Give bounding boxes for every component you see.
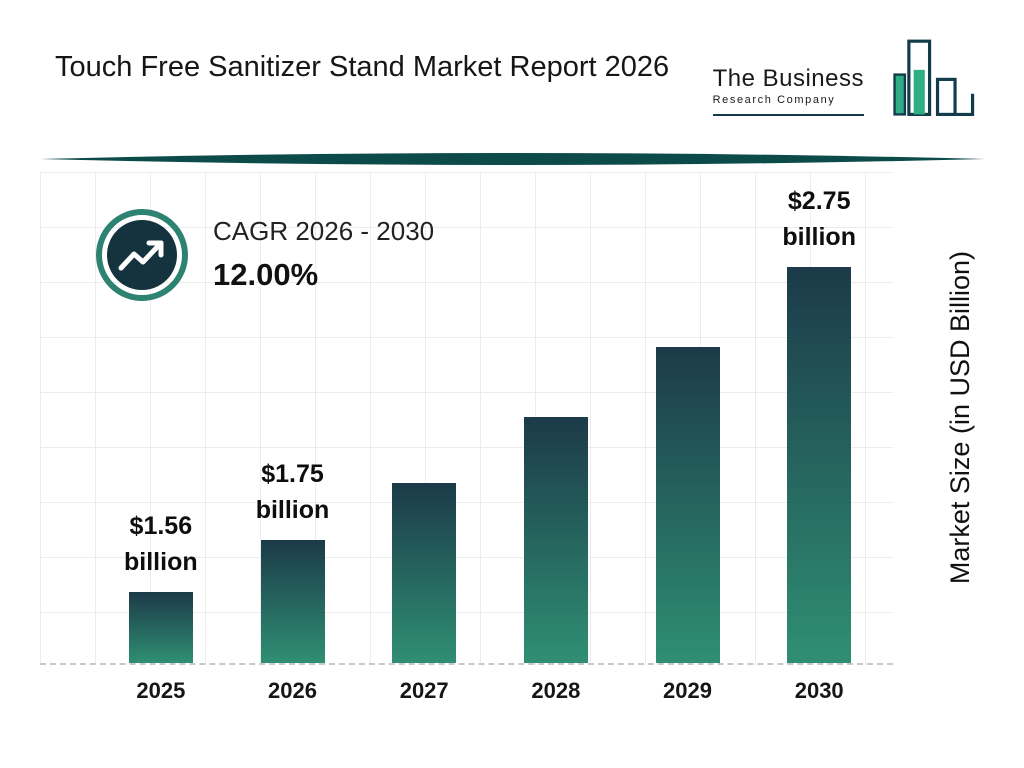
bars-area: $1.56 billion $1.75 billion $2.75 billion	[95, 172, 885, 663]
x-axis-labels: 2025 2026 2027 2028 2029 2030	[95, 678, 885, 704]
bar-value-label-2030: $2.75 billion	[782, 187, 856, 251]
bar-2028	[523, 417, 588, 663]
bar-chart-logo-icon	[893, 39, 975, 116]
company-logo: The Business Research Company	[712, 38, 976, 116]
cagr-texts: CAGR 2026 - 2030 12.00%	[213, 208, 434, 293]
bar-slot-2029	[622, 172, 754, 663]
trend-up-icon	[96, 209, 188, 301]
logo-line1: The Business	[712, 65, 864, 92]
bar-2030	[787, 267, 852, 663]
logo-line2: Research Company	[712, 94, 836, 106]
bar-slot-2030: $2.75 billion	[753, 172, 885, 663]
bar-2029	[655, 347, 720, 663]
bar-2026	[260, 540, 325, 663]
cagr-label: CAGR 2026 - 2030	[213, 216, 435, 246]
bar-slot-2027	[358, 172, 490, 663]
cagr-value: 12.00%	[213, 257, 319, 292]
x-tick-label-2027: 2027	[399, 678, 449, 703]
bar-slot-2026: $1.75 billion	[227, 172, 359, 663]
x-tick-label-2029: 2029	[663, 678, 712, 703]
divider-line	[40, 153, 985, 165]
bar-slot-2028	[490, 172, 622, 663]
x-tick-label-2025: 2025	[136, 678, 186, 703]
cagr-badge: CAGR 2026 - 2030 12.00%	[95, 208, 434, 302]
y-axis-title-wrap: Market Size (in USD Billion)	[945, 172, 976, 663]
x-tick-label-2030: 2030	[794, 678, 844, 703]
bar-slot-2025: $1.56 billion	[95, 172, 227, 663]
bar-2025	[128, 592, 193, 663]
bar-value-label-2026: $1.75 billion	[255, 460, 330, 524]
page-title: Touch Free Sanitizer Stand Market Report…	[55, 51, 670, 83]
company-logo-text: The Business Research Company	[712, 65, 864, 116]
bar-value-label-2025: $1.56 billion	[124, 512, 198, 576]
bar-2027	[392, 483, 457, 663]
y-axis-title: Market Size (in USD Billion)	[945, 250, 975, 585]
x-tick-label-2028: 2028	[531, 678, 581, 703]
x-tick-label-2026: 2026	[268, 678, 317, 703]
